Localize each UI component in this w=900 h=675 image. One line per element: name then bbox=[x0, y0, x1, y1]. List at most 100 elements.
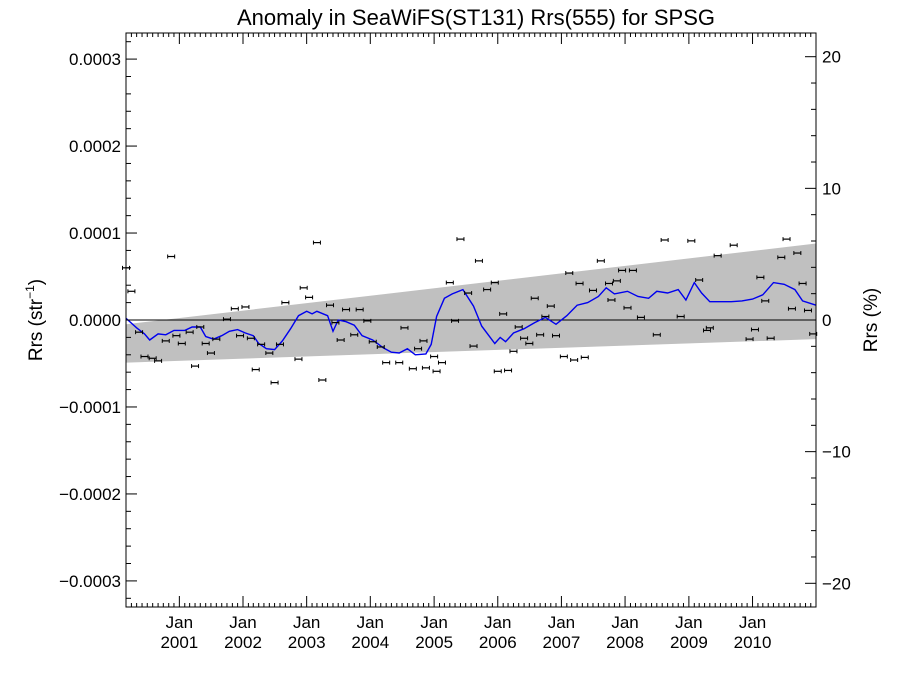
data-point bbox=[703, 328, 712, 333]
data-point bbox=[281, 300, 290, 305]
data-point bbox=[421, 365, 430, 370]
x-tick-label-month: Jan bbox=[357, 613, 384, 632]
data-point bbox=[294, 357, 303, 362]
data-point bbox=[154, 358, 163, 363]
data-point bbox=[265, 351, 274, 356]
data-point bbox=[541, 314, 550, 319]
data-point bbox=[504, 368, 513, 373]
data-point bbox=[464, 291, 473, 296]
data-point bbox=[437, 360, 446, 365]
data-point bbox=[793, 251, 802, 256]
data-point bbox=[251, 367, 260, 372]
x-axis-ticks: Jan2001Jan2002Jan2003Jan2004Jan2005Jan20… bbox=[125, 33, 812, 652]
data-point bbox=[660, 237, 669, 242]
y2-tick-label: −10 bbox=[822, 443, 851, 462]
data-point bbox=[135, 330, 144, 335]
x-tick-label-month: Jan bbox=[229, 613, 256, 632]
data-point bbox=[241, 304, 250, 309]
data-point bbox=[376, 344, 385, 349]
smooth-line-layer bbox=[125, 281, 817, 356]
data-point bbox=[628, 268, 637, 273]
data-point bbox=[514, 324, 523, 329]
data-point bbox=[363, 318, 372, 323]
x-tick-label-month: Jan bbox=[739, 613, 766, 632]
data-points-layer bbox=[122, 237, 818, 385]
data-point bbox=[246, 336, 255, 341]
data-point bbox=[342, 307, 351, 312]
data-point bbox=[605, 281, 614, 286]
data-point bbox=[750, 327, 759, 332]
data-point bbox=[331, 320, 340, 325]
data-point bbox=[652, 332, 661, 337]
data-point bbox=[140, 354, 149, 359]
y2-tick-label: 20 bbox=[822, 48, 841, 67]
x-tick-label-month: Jan bbox=[420, 613, 447, 632]
data-point bbox=[803, 308, 812, 313]
data-point bbox=[326, 303, 335, 308]
data-point bbox=[509, 349, 518, 354]
data-point bbox=[490, 280, 499, 285]
x-tick-label-year: 2003 bbox=[288, 633, 326, 652]
data-point bbox=[414, 346, 423, 351]
data-point bbox=[499, 311, 508, 316]
data-point bbox=[445, 280, 454, 285]
y-axis-left-ticks: 0.0003 0.0002 0.0001 0.0000 −0.0001 −0.0002 −0… bbox=[59, 41, 137, 599]
data-point bbox=[161, 338, 170, 343]
x-tick-label-month: Jan bbox=[675, 613, 702, 632]
data-point bbox=[430, 354, 439, 359]
data-point bbox=[530, 296, 539, 301]
data-point bbox=[336, 338, 345, 343]
data-point bbox=[270, 380, 279, 385]
data-point bbox=[525, 341, 534, 346]
y-axis-left-label: Rrs (str−1) bbox=[23, 279, 47, 361]
data-point bbox=[451, 318, 460, 323]
data-point bbox=[623, 305, 632, 310]
data-point bbox=[612, 278, 621, 283]
y2-tick-label: 0 bbox=[822, 311, 831, 330]
data-point bbox=[687, 238, 696, 243]
x-tick-label-month: Jan bbox=[611, 613, 638, 632]
data-point bbox=[312, 240, 321, 245]
data-point bbox=[400, 325, 409, 330]
x-tick-label-year: 2005 bbox=[415, 633, 453, 652]
data-point bbox=[787, 306, 796, 311]
data-point bbox=[456, 237, 465, 242]
y-tick-label: −0.0003 bbox=[59, 572, 121, 591]
y-axis-right-ticks: 20 10 0 −10 −20 bbox=[805, 48, 851, 593]
data-point bbox=[575, 281, 584, 286]
data-point bbox=[570, 358, 579, 363]
data-point bbox=[705, 325, 714, 330]
data-point bbox=[520, 336, 529, 341]
y2-tick-label: 10 bbox=[822, 179, 841, 198]
x-tick-label-year: 2002 bbox=[224, 633, 262, 652]
data-point bbox=[607, 297, 616, 302]
data-point bbox=[777, 255, 786, 260]
data-point bbox=[798, 281, 807, 286]
data-point bbox=[196, 324, 205, 329]
data-point bbox=[474, 258, 483, 263]
data-point bbox=[493, 369, 502, 374]
data-point bbox=[756, 275, 765, 280]
data-point bbox=[432, 369, 441, 374]
data-point bbox=[305, 295, 314, 300]
data-point bbox=[729, 243, 738, 248]
y-tick-label: −0.0002 bbox=[59, 485, 121, 504]
chart-title: Anomaly in SeaWiFS(ST131) Rrs(555) for S… bbox=[237, 5, 715, 30]
data-point bbox=[212, 337, 221, 342]
x-tick-label-year: 2001 bbox=[160, 633, 198, 652]
data-point bbox=[350, 332, 359, 337]
data-point bbox=[745, 337, 754, 342]
x-tick-label-month: Jan bbox=[484, 613, 511, 632]
data-point bbox=[230, 306, 239, 311]
data-point bbox=[559, 354, 568, 359]
data-point bbox=[483, 287, 492, 292]
y-tick-label: −0.0001 bbox=[59, 398, 121, 417]
data-point bbox=[318, 378, 327, 383]
data-point bbox=[257, 342, 266, 347]
data-point bbox=[299, 285, 308, 290]
data-point bbox=[636, 315, 645, 320]
data-point bbox=[618, 268, 627, 273]
y2-tick-label: −20 bbox=[822, 574, 851, 593]
y-tick-label: 0.0000 bbox=[69, 311, 121, 330]
